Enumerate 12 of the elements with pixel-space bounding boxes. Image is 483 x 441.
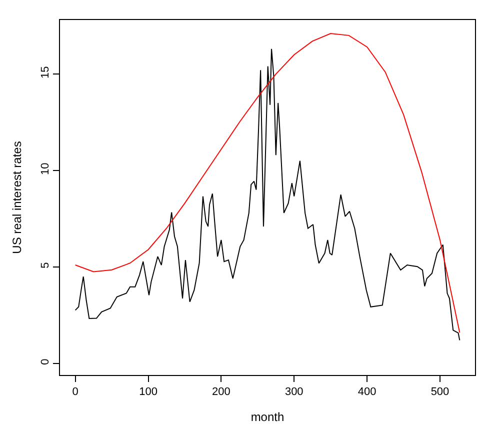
x-tick-label: 500 xyxy=(430,386,450,398)
x-tick-label: 300 xyxy=(284,386,304,398)
x-tick-label: 200 xyxy=(212,386,230,398)
x-tick-label: 100 xyxy=(139,386,158,398)
y-tick-label: 5 xyxy=(40,262,52,268)
y-axis-title: US real interest rates xyxy=(10,141,24,254)
x-tick-label: 400 xyxy=(358,386,376,398)
x-tick-label: 0 xyxy=(72,386,78,398)
y-tick-label: 15 xyxy=(40,66,52,78)
y-tick-label: 10 xyxy=(40,162,52,175)
y-tick-label: 0 xyxy=(40,358,52,365)
x-axis-title: month xyxy=(250,410,284,424)
